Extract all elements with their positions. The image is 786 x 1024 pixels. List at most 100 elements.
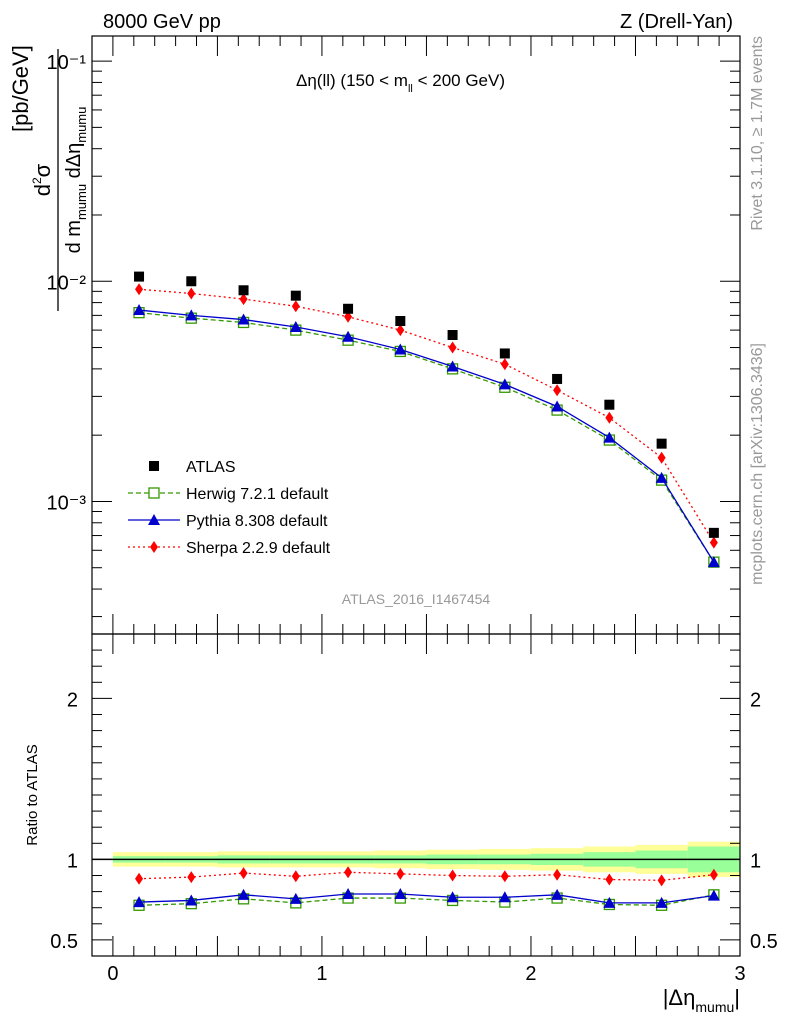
main-point-pythia (603, 431, 616, 443)
rivet-label: Rivet 3.1.10, ≥ 1.7M events (749, 36, 766, 231)
main-point-atlas (343, 303, 354, 314)
ratio-point-sherpa (291, 870, 300, 883)
main-point-sherpa (239, 293, 248, 306)
main-point-pythia (446, 360, 459, 372)
ratio-point-sherpa (553, 868, 562, 881)
main-point-atlas (134, 271, 145, 282)
ratio-point-pythia (237, 888, 250, 900)
x-tick-label: 3 (734, 963, 745, 985)
ratio-y-axis-label: Ratio to ATLAS (24, 744, 41, 845)
main-line-sherpa (138, 288, 715, 543)
main-point-atlas (499, 348, 510, 359)
legend: ATLAS Herwig 7.2.1 default Pythia 8.308 de… (128, 459, 331, 557)
main-series-atlas (134, 271, 719, 538)
main-series-sherpa (135, 283, 718, 549)
ratio-axis-ticks: 0 1 2 30.5 0.51 12 2 (50, 634, 778, 985)
ratio-point-sherpa (657, 874, 666, 887)
main-point-sherpa (553, 384, 562, 397)
main-point-atlas (447, 330, 458, 341)
main-data-series (133, 271, 720, 568)
ratio-y-tick-label-left: 2 (67, 689, 78, 711)
ratio-point-sherpa (396, 867, 405, 880)
ratio-y-tick-label-right: 2 (750, 689, 761, 711)
ratio-point-sherpa (239, 867, 248, 880)
legend-label-pythia: Pythia 8.308 default (186, 513, 328, 530)
ratio-data-series (133, 866, 720, 911)
main-y-tick-label: 10⁻² (47, 272, 87, 294)
main-series-pythia (133, 304, 720, 568)
legend-label-atlas: ATLAS (186, 459, 236, 476)
ratio-point-pythia (707, 889, 720, 901)
legend-label-sherpa: Sherpa 2.2.9 default (186, 540, 331, 557)
main-y-axis-unit: [pb/GeV] (8, 45, 33, 132)
ratio-point-pythia (185, 894, 198, 906)
ratio-point-pythia (498, 891, 511, 903)
legend-marker-herwig (148, 487, 160, 499)
ratio-y-tick-label-left: 1 (67, 850, 78, 872)
svg-text:d mmumu dΔηmumu: d mmumu dΔηmumu (63, 107, 89, 254)
main-point-sherpa (135, 283, 144, 296)
main-axis-ticks: 10⁻³ 10⁻² 10⁻¹ (47, 36, 741, 634)
ratio-point-pythia (551, 888, 564, 900)
header-right: Z (Drell-Yan) (620, 11, 733, 33)
legend-marker-atlas (149, 461, 159, 471)
ratio-point-pythia (655, 896, 668, 908)
ratio-line-sherpa (139, 871, 714, 881)
x-tick-label: 1 (316, 963, 327, 985)
main-point-pythia (133, 304, 146, 316)
ratio-point-sherpa (605, 873, 614, 886)
main-point-pythia (498, 378, 511, 390)
main-point-pythia (551, 400, 564, 412)
main-point-sherpa (605, 411, 614, 424)
ratio-y-tick-label-right: 1 (750, 850, 761, 872)
ratio-point-pythia (394, 888, 407, 900)
main-point-sherpa (500, 358, 509, 371)
main-point-atlas (708, 527, 719, 538)
x-axis-label: |Δηmumu| (663, 985, 740, 1015)
mcplots-label: mcplots.cern.ch [arXiv:1306.3436] (749, 343, 766, 585)
main-point-sherpa (448, 341, 457, 354)
main-point-sherpa (291, 300, 300, 313)
main-point-pythia (185, 309, 198, 321)
main-y-tick-label: 10⁻¹ (47, 52, 87, 74)
svg-text:d2σ: d2σ (30, 163, 55, 196)
main-point-atlas (238, 285, 249, 296)
main-point-atlas (290, 290, 301, 301)
main-point-sherpa (709, 536, 718, 549)
legend-marker-pythia (148, 514, 160, 525)
main-line-pythia (138, 309, 715, 563)
ratio-point-pythia (342, 888, 355, 900)
ratio-point-sherpa (709, 868, 718, 881)
ratio-point-sherpa (187, 871, 196, 884)
main-point-atlas (656, 438, 667, 449)
main-point-atlas (395, 315, 406, 326)
x-tick-label: 0 (107, 963, 118, 985)
main-point-sherpa (657, 451, 666, 464)
main-point-pythia (289, 320, 302, 332)
ratio-point-sherpa (448, 869, 457, 882)
main-point-pythia (655, 471, 668, 483)
x-tick-label: 2 (525, 963, 536, 985)
main-line-herwig (138, 312, 715, 563)
main-point-sherpa (396, 324, 405, 337)
ratio-line-herwig (139, 894, 714, 906)
ratio-point-sherpa (500, 870, 509, 883)
ratio-y-tick-label-right: 0.5 (750, 931, 778, 953)
legend-label-herwig: Herwig 7.2.1 default (186, 486, 329, 503)
main-point-pythia (707, 556, 720, 568)
ratio-point-pythia (133, 896, 146, 908)
main-point-atlas (186, 276, 197, 287)
ratio-y-tick-label-left: 0.5 (50, 931, 78, 953)
main-point-pythia (342, 330, 355, 342)
ratio-series-sherpa (135, 866, 718, 887)
legend-marker-sherpa (150, 541, 158, 553)
main-point-pythia (237, 313, 250, 325)
analysis-watermark: ATLAS_2016_I1467454 (342, 591, 491, 607)
main-y-tick-label: 10⁻³ (47, 492, 87, 514)
ratio-point-sherpa (135, 872, 144, 885)
ratio-point-pythia (289, 892, 302, 904)
plot-title: Δη(ll) (150 < mll < 200 GeV) (296, 71, 505, 95)
header-left: 8000 GeV pp (103, 11, 221, 33)
main-point-atlas (604, 399, 615, 410)
